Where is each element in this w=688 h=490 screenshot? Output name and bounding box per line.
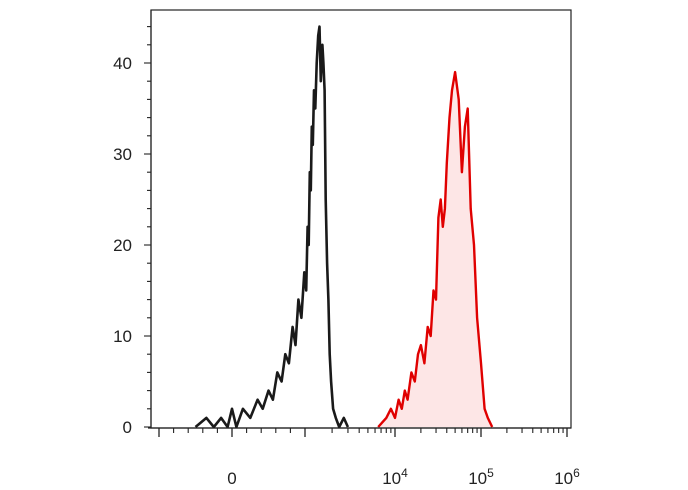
y-tick-label-0: 0 — [123, 418, 132, 437]
x-tick-label-0: 0 — [227, 469, 236, 488]
x-tick-labels: 0 104 105 106 — [227, 466, 580, 488]
x-tick-label-1e4: 104 — [382, 466, 408, 488]
y-tick-labels: 0 10 20 30 40 — [113, 54, 132, 437]
y-tick-label-40: 40 — [113, 54, 132, 73]
series-layer — [194, 25, 494, 429]
y-tick-label-30: 30 — [113, 145, 132, 164]
x-tick-label-1e6: 106 — [554, 466, 580, 488]
y-tick-label-20: 20 — [113, 236, 132, 255]
axis-layer — [144, 10, 571, 437]
y-tick-label-10: 10 — [113, 327, 132, 346]
plot-frame — [150, 9, 572, 429]
x-tick-label-1e5: 105 — [468, 466, 494, 488]
series-line-1 — [377, 70, 494, 428]
series-line-0 — [194, 25, 350, 429]
